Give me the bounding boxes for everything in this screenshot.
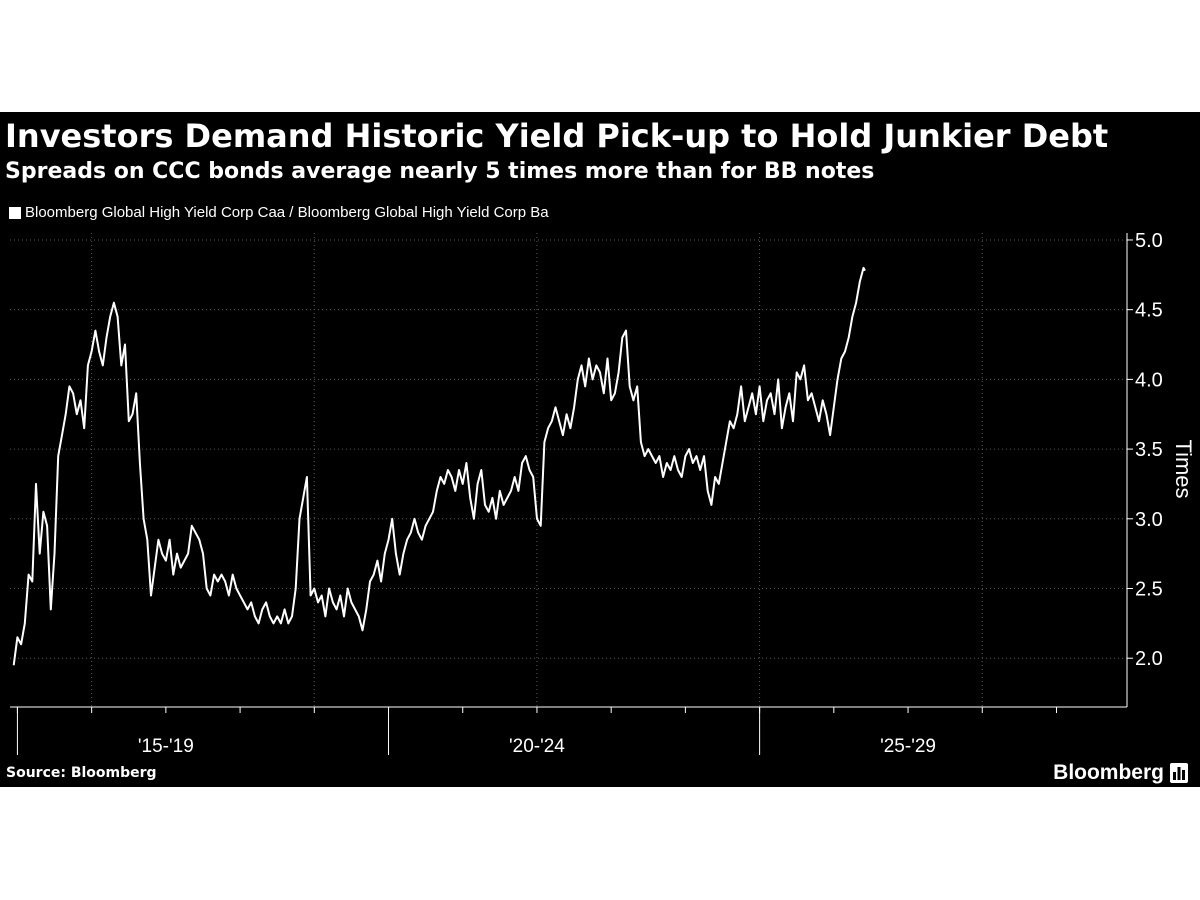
y-tick-label: 3.0 xyxy=(1135,509,1163,531)
axis-layer: 2.0 2.5 3.0 3.5 4.0 4.5 5.0 '15-'19 '20-'24 '25-'… xyxy=(10,230,1163,757)
series-layer xyxy=(12,266,866,666)
bar-chart-icon xyxy=(1170,763,1188,783)
x-tick-label: '20-'24 xyxy=(509,736,565,757)
bloomberg-logo: Bloomberg xyxy=(1053,760,1188,786)
y-axis-label: Times xyxy=(1171,439,1196,498)
legend: Bloomberg Global High Yield Corp Caa / B… xyxy=(9,203,549,223)
legend-swatch xyxy=(9,207,21,219)
legend-label: Bloomberg Global High Yield Corp Caa / B… xyxy=(25,204,549,221)
chart-title: Investors Demand Historic Yield Pick-up … xyxy=(5,117,1109,155)
y-tick-label: 4.0 xyxy=(1135,369,1163,391)
y-tick-label: 5.0 xyxy=(1135,230,1163,252)
y-tick-label: 2.5 xyxy=(1135,579,1163,601)
brand-name: Bloomberg xyxy=(1053,761,1164,784)
chart-subtitle: Spreads on CCC bonds average nearly 5 ti… xyxy=(5,159,875,184)
chart-panel xyxy=(0,112,1200,787)
x-tick-label: '25-'29 xyxy=(880,736,936,757)
grid-layer xyxy=(10,233,1127,707)
y-tick-label: 4.5 xyxy=(1135,300,1163,322)
y-tick-label: 3.5 xyxy=(1135,439,1163,461)
y-tick-label: 2.0 xyxy=(1135,648,1163,670)
source-note: Source: Bloomberg xyxy=(6,765,157,781)
series-line xyxy=(12,266,866,666)
x-tick-label: '15-'19 xyxy=(138,736,194,757)
line-chart: 2.0 2.5 3.0 3.5 4.0 4.5 5.0 '15-'19 '20-'24 '25-'… xyxy=(10,230,1196,757)
